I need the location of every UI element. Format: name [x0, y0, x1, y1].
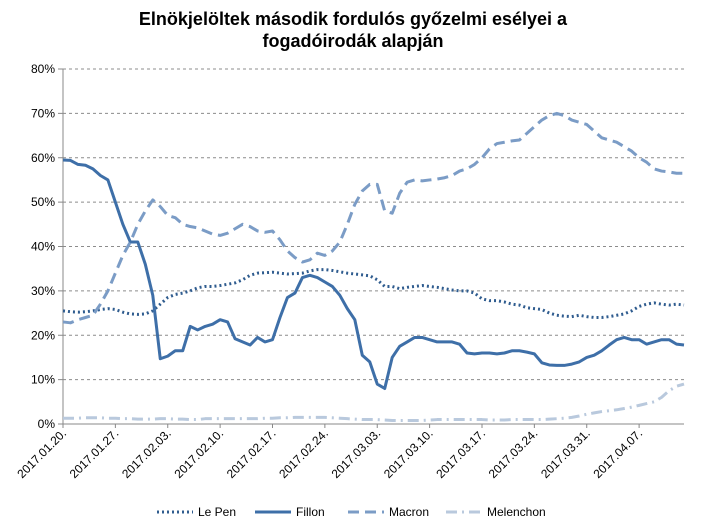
y-tick-label: 0%	[38, 417, 56, 431]
x-tick-label: 2017.01.27.	[67, 426, 122, 481]
gridlines	[63, 68, 684, 381]
legend-label: Fillon	[296, 505, 325, 519]
y-tick-label: 10%	[31, 373, 55, 387]
x-tick-label: 2017.03.31.	[538, 426, 593, 481]
chart-title-line-1: Elnökjelöltek második fordulós győzelmi …	[138, 9, 568, 29]
x-tick-label: 2017.02.24.	[276, 426, 331, 481]
y-tick-label: 60%	[31, 151, 55, 165]
legend-label: Macron	[389, 505, 429, 519]
x-tick-label: 2017.03.03.	[329, 426, 384, 481]
y-tick-label: 40%	[31, 240, 55, 254]
series-line-le-pen	[62, 268, 685, 319]
x-tick-label: 2017.01.20.	[14, 426, 69, 481]
series-line-fillon	[62, 158, 685, 390]
series-line-melenchon	[63, 382, 685, 422]
series-lines	[62, 111, 685, 422]
legend: Le Pen Fillon Macron Melenchon	[157, 505, 546, 519]
legend-label: Melenchon	[487, 505, 546, 519]
y-axis-ticks: 0% 10% 20% 30% 40% 50% 60% 70% 80%	[31, 62, 684, 431]
x-tick-label: 2017.02.10.	[172, 426, 227, 481]
y-tick-label: 20%	[31, 328, 55, 342]
chart-title: Elnökjelöltek második fordulós győzelmi …	[0, 8, 706, 52]
y-tick-label: 30%	[31, 284, 55, 298]
x-tick-label: 2017.04.07.	[590, 426, 645, 481]
x-tick-label: 2017.03.10.	[381, 426, 436, 481]
y-tick-label: 80%	[31, 62, 55, 76]
x-tick-label: 2017.03.24.	[486, 426, 541, 481]
x-axis-ticks: 2017.01.20.2017.01.27.2017.02.03.2017.02…	[14, 424, 645, 481]
legend-label: Le Pen	[198, 505, 236, 519]
x-tick-label: 2017.03.17.	[433, 426, 488, 481]
y-tick-label: 70%	[31, 106, 55, 120]
chart-title-line-2: fogadóirodák alapján	[262, 31, 444, 51]
x-tick-label: 2017.02.03.	[119, 426, 174, 481]
series-line-macron	[62, 111, 684, 325]
y-tick-label: 50%	[31, 195, 55, 209]
x-tick-label: 2017.02.17.	[224, 426, 279, 481]
